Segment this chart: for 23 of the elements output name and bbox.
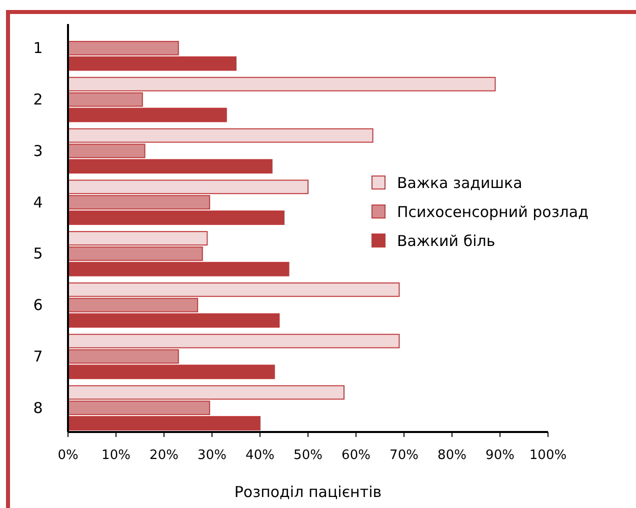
y-tick-label: 8 (33, 398, 43, 417)
x-tick-label: 50% (294, 448, 322, 463)
x-axis-title: Розподіл пацієнтів (234, 483, 382, 501)
y-tick-label: 6 (33, 296, 43, 314)
x-tick-label: 10% (102, 448, 130, 463)
x-tick-label: 100% (529, 448, 567, 463)
x-tick-label: 0% (58, 448, 78, 463)
x-tick-label: 60% (342, 448, 370, 463)
x-tick-label: 70% (390, 448, 418, 463)
y-tick-label: 4 (33, 193, 43, 212)
x-tick-label: 30% (198, 448, 226, 463)
y-tick-label: 2 (33, 90, 43, 109)
y-tick-label: 1 (33, 39, 43, 58)
legend-label: Важкий біль (397, 232, 496, 250)
x-tick-label: 40% (246, 448, 274, 463)
x-tick-label: 80% (438, 448, 466, 463)
x-tick-label: 90% (486, 448, 514, 463)
y-tick-label: 7 (33, 347, 43, 366)
legend-label: Важка задишка (397, 174, 522, 192)
y-tick-label: 3 (33, 142, 43, 160)
legend-label: Психосенсорний розлад (397, 203, 588, 221)
y-tick-label: 5 (33, 244, 43, 263)
x-tick-label: 20% (150, 448, 178, 463)
